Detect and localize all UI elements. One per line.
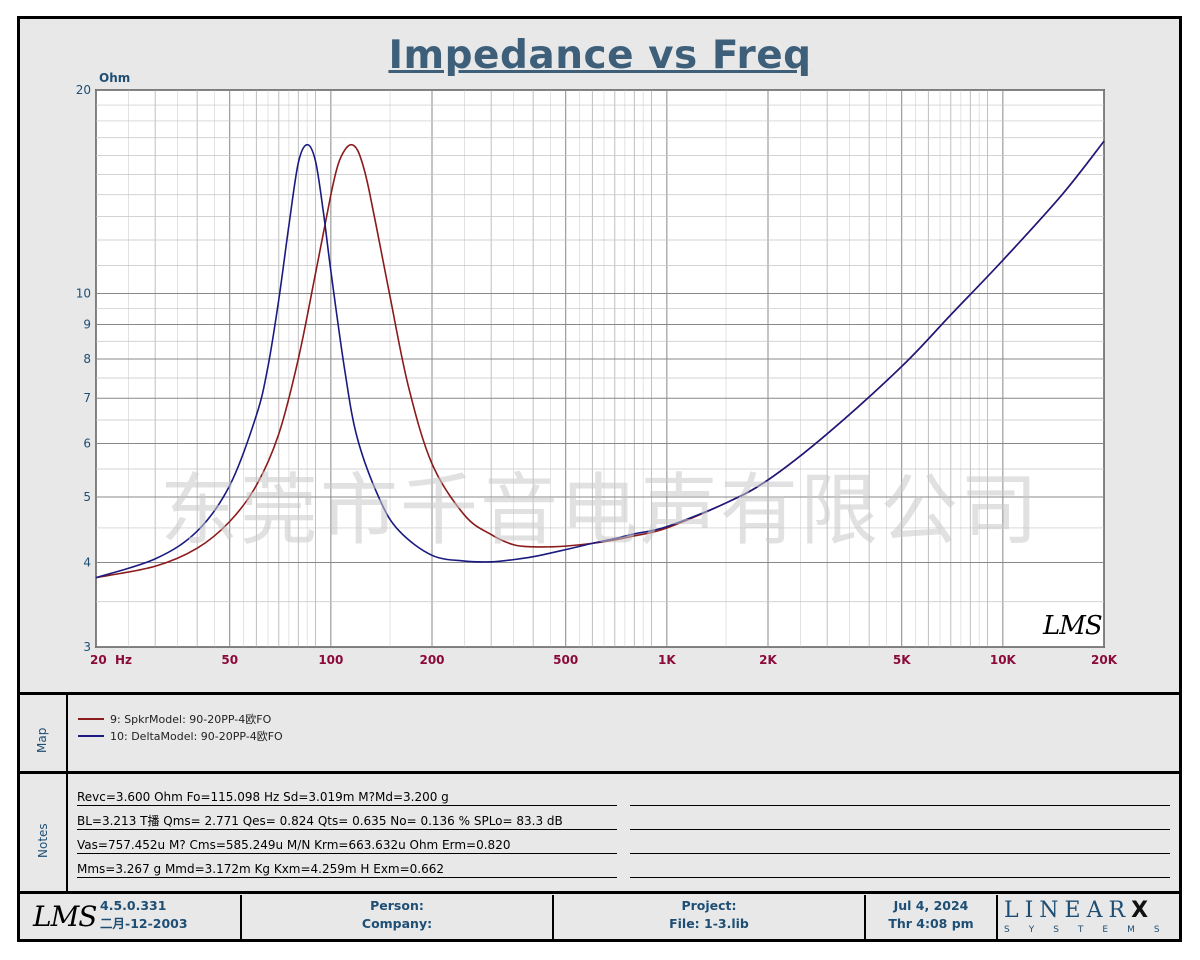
linearx-subtitle: SYSTEMS [1004, 925, 1179, 935]
linearx-brand: LINEARX [1004, 898, 1148, 923]
legend-label: 9: SpkrModel: 90-20PP-4欧FO [110, 713, 272, 726]
version-text: 4.5.0.331 [100, 898, 167, 913]
x-tick-label: 200 [419, 653, 444, 667]
x-tick-label: 100 [318, 653, 343, 667]
y-tick-label: 8 [83, 352, 91, 366]
y-tick-label: 3 [83, 640, 91, 654]
y-tick-label: 4 [83, 556, 91, 570]
side-label-divider [66, 694, 68, 892]
y-tick-label: 20 [76, 83, 91, 97]
y-tick-label: 9 [83, 317, 91, 331]
note-blank-3 [630, 837, 1170, 854]
legend-item-deltamodel: 10: DeltaModel: 90-20PP-4欧FO [78, 728, 283, 744]
note-line-1: Revc=3.600 Ohm Fo=115.098 Hz Sd=3.019m M… [77, 789, 617, 806]
y-tick-label: 6 [83, 436, 91, 450]
footer-datetime-cell: Jul 4, 2024 Thr 4:08 pm [866, 897, 996, 939]
footer-divider-3 [864, 895, 866, 940]
note-line-3: Vas=757.452u M? Cms=585.249u M/N Krm=663… [77, 837, 617, 854]
legend-swatch-red [78, 718, 104, 720]
x-axis-unit: Hz [115, 653, 132, 667]
y-axis-ticks: 3 4 5 6 7 8 9 10 20 [76, 83, 91, 654]
brand-word: LINEAR [1004, 898, 1132, 923]
footer-project-cell: Project: File: 1-3.lib [554, 897, 864, 939]
divider-notes-footer [17, 891, 1182, 894]
person-label: Person: [370, 898, 424, 913]
note-blank-4 [630, 861, 1170, 878]
x-tick-label: 20 [90, 653, 107, 667]
chart-grid [95, 89, 1105, 648]
footer-divider-1 [240, 895, 242, 940]
y-tick-label: 7 [83, 391, 91, 405]
divider-map-notes [17, 771, 1182, 774]
x-tick-label: 10K [990, 653, 1017, 667]
x-tick-label: 1K [658, 653, 676, 667]
note-blank-1 [630, 789, 1170, 806]
project-label: Project: [681, 898, 737, 913]
footer-person-cell: Person: Company: [242, 897, 552, 939]
x-tick-label: 50 [221, 653, 238, 667]
company-label: Company: [361, 916, 433, 931]
y-tick-label: 10 [76, 287, 91, 301]
chart-series [95, 140, 1105, 579]
notes-section-label: Notes [36, 823, 50, 858]
footer-divider-4 [996, 895, 998, 940]
note-blank-2 [630, 813, 1170, 830]
chart-title: Impedance vs Freq [388, 33, 812, 78]
brand-x: X [1131, 898, 1149, 923]
divider-chart-map [17, 692, 1182, 695]
footer-divider-2 [552, 895, 554, 940]
time-text: Thr 4:08 pm [888, 916, 974, 931]
file-label: File: 1-3.lib [669, 916, 749, 931]
footer-version-cell: 4.5.0.331 二月-12-2003 [100, 897, 230, 939]
lms-footer-logo: LMS [33, 900, 97, 933]
legend-item-spkrmodel: 9: SpkrModel: 90-20PP-4欧FO [78, 711, 271, 727]
map-section-label: Map [35, 727, 49, 753]
y-tick-label: 5 [83, 490, 91, 504]
date-text: Jul 4, 2024 [893, 898, 969, 913]
y-axis-unit: Ohm [99, 71, 130, 85]
note-line-2: BL=3.213 T播 Qms= 2.771 Qes= 0.824 Qts= 0… [77, 813, 617, 830]
x-tick-label: 500 [553, 653, 578, 667]
x-tick-label: 2K [759, 653, 777, 667]
lms-plot-logo: LMS [1043, 611, 1103, 641]
x-tick-label: 20K [1091, 653, 1118, 667]
note-line-4: Mms=3.267 g Mmd=3.172m Kg Kxm=4.259m H E… [77, 861, 617, 878]
legend-swatch-blue [78, 735, 104, 737]
build-date-text: 二月-12-2003 [100, 916, 188, 931]
x-axis-ticks: 20 50 100 200 500 1K 2K 5K 10K 20K [90, 653, 1118, 667]
series-line-deltamodel [95, 140, 1105, 579]
legend-label: 10: DeltaModel: 90-20PP-4欧FO [110, 730, 283, 743]
x-tick-label: 5K [893, 653, 911, 667]
plot-area [95, 89, 1105, 648]
